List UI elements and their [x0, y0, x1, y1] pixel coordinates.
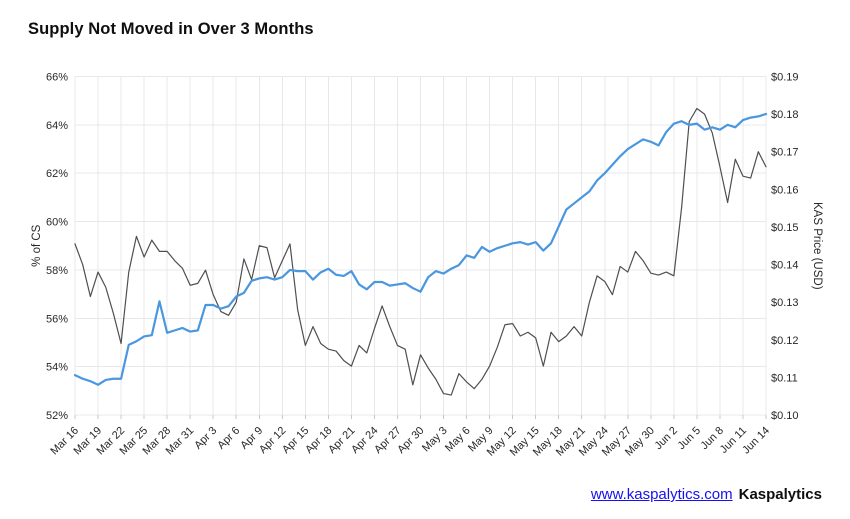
- y-axis-right-title: KAS Price (USD): [811, 202, 823, 290]
- y-axis-left-tick-label: 52%: [46, 410, 68, 422]
- y-axis-right-tick-label: $0.16: [771, 184, 799, 196]
- y-axis-left-tick-label: 66%: [46, 72, 68, 84]
- chart-title: Supply Not Moved in Over 3 Months: [28, 20, 314, 38]
- supply-line-series: [73, 112, 768, 386]
- y-axis-right-tick-label: $0.19: [771, 72, 799, 84]
- y-axis-left-tick-label: 56%: [46, 313, 68, 325]
- x-axis-tick-label: Jun 5: [675, 425, 703, 453]
- kas-price-line-series: [74, 107, 767, 396]
- y-axis-left-tick-label: 58%: [46, 265, 68, 277]
- y-axis-right-tick-label: $0.14: [771, 260, 799, 272]
- x-axis-tick-label: May 3: [420, 425, 450, 455]
- y-axis-left-title: % of CS: [31, 224, 43, 267]
- y-axis-right-tick-label: $0.10: [771, 410, 799, 422]
- footer: www.kaspalytics.com Kaspalytics: [591, 486, 822, 503]
- x-axis-tick-label: Apr 3: [192, 425, 219, 452]
- x-axis-tick-label: Apr 30: [395, 425, 426, 456]
- y-axis-right-tick-label: $0.12: [771, 335, 799, 347]
- y-axis-left-tick-label: 64%: [46, 120, 68, 132]
- y-axis-right-tick-label: $0.17: [771, 147, 799, 159]
- x-axis-tick-label: May 6: [443, 425, 473, 455]
- y-axis-right-tick-label: $0.15: [771, 222, 799, 234]
- y-axis-right-tick-label: $0.11: [771, 372, 798, 384]
- x-axis-tick-label: Jun 2: [652, 425, 680, 453]
- y-axis-left-tick-label: 54%: [46, 362, 68, 374]
- y-axis-right-tick-label: $0.13: [771, 297, 799, 309]
- y-axis-left-tick-label: 60%: [46, 217, 68, 229]
- kaspalytics-link[interactable]: www.kaspalytics.com: [590, 486, 733, 503]
- y-axis-left-tick-label: 62%: [46, 168, 68, 180]
- x-axis-tick-label: Apr 6: [215, 425, 242, 452]
- footer-brand: Kaspalytics: [738, 486, 822, 503]
- y-axis-right-tick-label: $0.18: [771, 109, 799, 121]
